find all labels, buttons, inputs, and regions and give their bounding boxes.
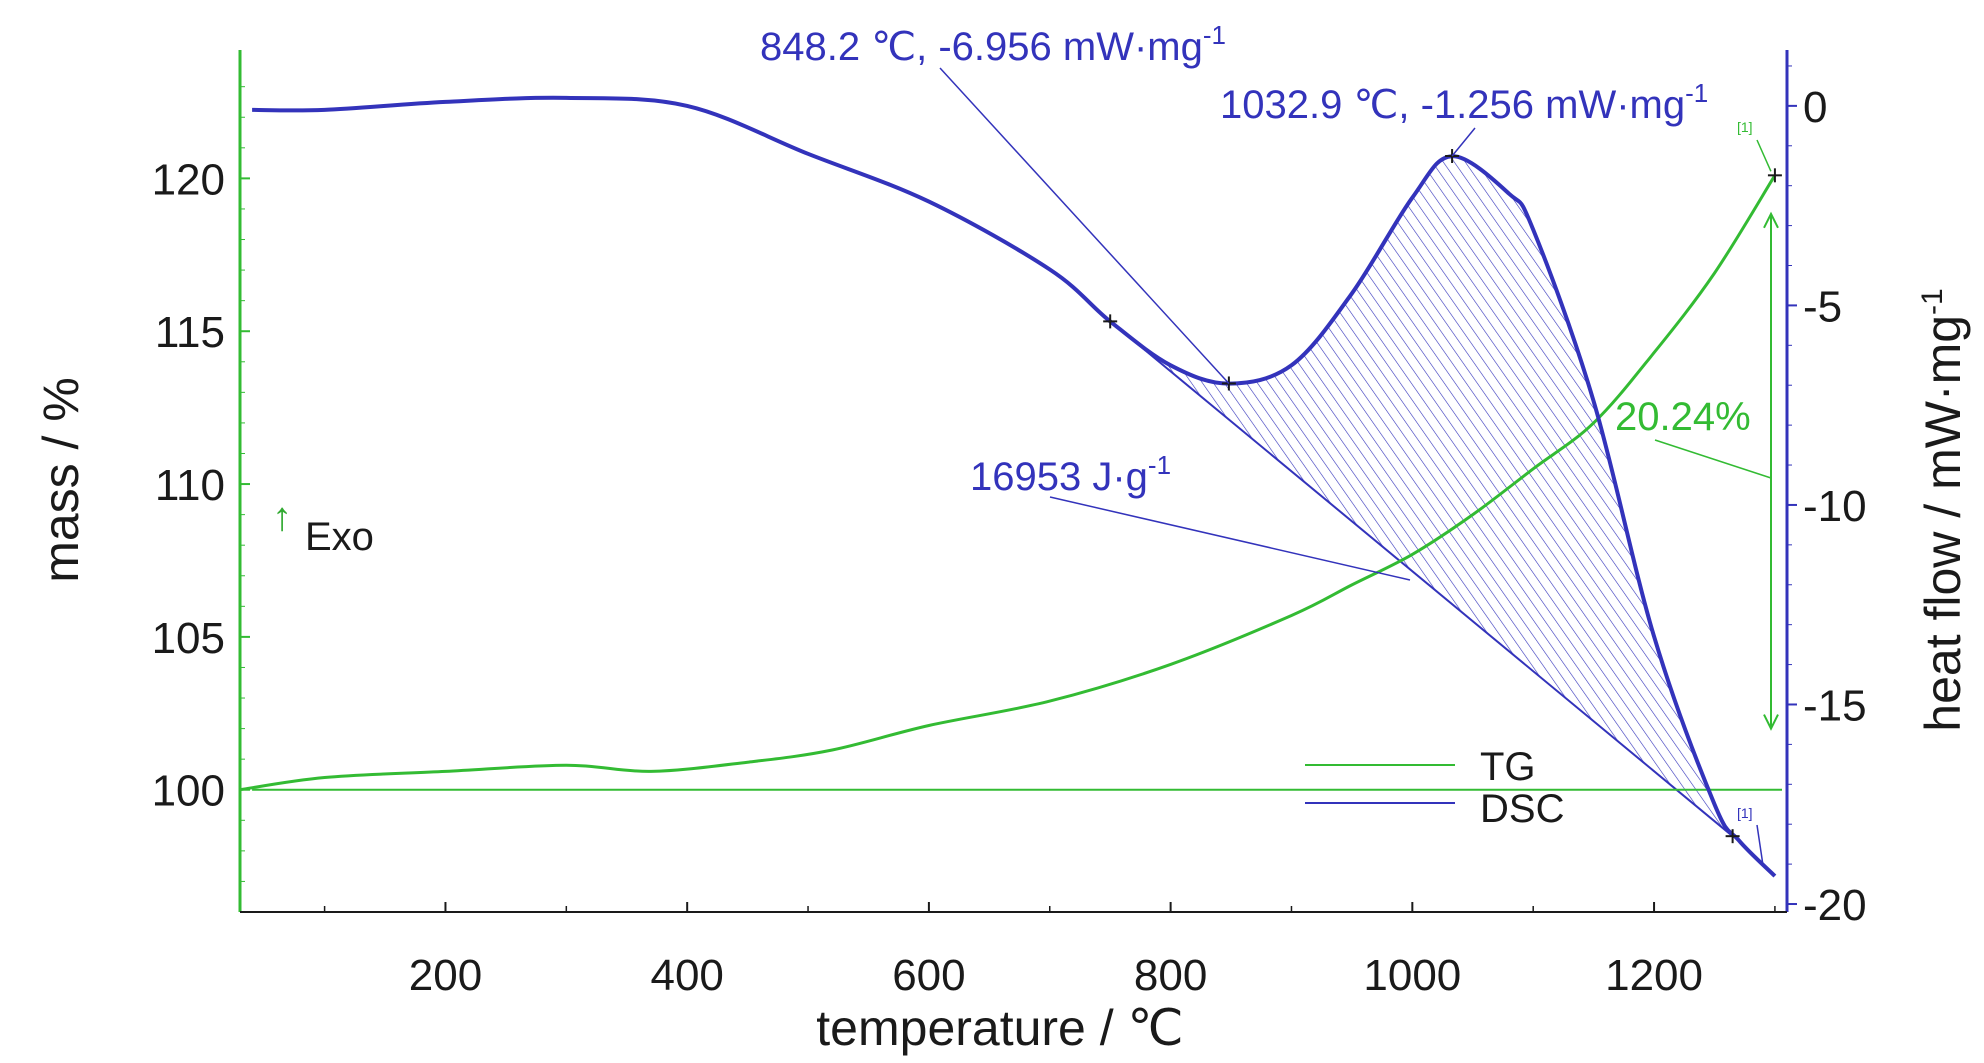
y-right-tick-label: -10 [1803,482,1867,531]
leader-dsc-end [1756,824,1764,865]
exo-label: Exo [305,515,374,559]
y-left-tick-labels: 100 105 110 115 120 [152,155,250,816]
legend-tg-label: TG [1480,745,1536,789]
dsc-end-marker-label: [1] [1737,805,1753,821]
y-left-tick-label: 110 [155,461,225,510]
mass-change-arrow-down-icon [1763,714,1779,731]
y-right-tick-label: -20 [1803,881,1867,930]
leader-peak-area [1049,496,1411,581]
annotation-leaders [939,67,1772,865]
y-right-tick-label: -15 [1803,681,1867,730]
tg-end-marker-label: [1] [1737,119,1753,135]
y-right-tick-label: -5 [1803,282,1842,331]
y-left-axis-label: mass / % [33,377,89,583]
y-right-tick-labels: 0 -5 -10 -15 -20 [1787,83,1867,930]
annotation-min-peak: 848.2 ℃, -6.956 mW·mg-1 [760,20,1226,69]
dsc-series-line [252,95,1777,878]
y-left-tick-label: 120 [152,155,225,204]
dsc-peak-area [1105,156,1733,837]
leader-max-peak [1451,127,1476,157]
x-axis-label: temperature / ℃ [816,1000,1183,1056]
y-left-tick-label: 115 [155,308,225,357]
leader-min-peak [939,67,1230,384]
y-right-axis-label: heat flow / mW·mg-1 [1915,288,1971,731]
annotation-max-peak: 1032.9 ℃, -1.256 mW·mg-1 [1220,78,1708,127]
x-tick-labels: 200 400 600 800 1000 1200 [409,902,1703,1000]
x-tick-label: 1000 [1363,951,1461,1000]
x-tick-label: 200 [409,951,482,1000]
legend: TG DSC [1305,745,1564,831]
mass-change-label: 20.24% [1615,395,1751,439]
y-left-tick-label: 105 [152,614,225,663]
mass-change-bracket [1654,211,1779,731]
dsc-peak-baseline [1109,320,1734,837]
leader-tg-end [1756,139,1772,172]
y-right-tick-label: 0 [1803,83,1827,132]
exo-arrow-icon: ↑ [272,495,292,539]
x-tick-label: 400 [650,951,723,1000]
tg-series-line [239,174,1777,792]
y-left-tick-label: 100 [152,767,225,816]
legend-dsc-label: DSC [1480,787,1564,831]
annotation-peak-area: 16953 J·g-1 [970,450,1171,499]
mass-change-leader [1654,439,1772,479]
x-tick-label: 600 [892,951,965,1000]
x-tick-label: 1200 [1605,951,1703,1000]
mass-change-arrow-up-icon [1763,211,1779,229]
x-tick-label: 800 [1134,951,1207,1000]
